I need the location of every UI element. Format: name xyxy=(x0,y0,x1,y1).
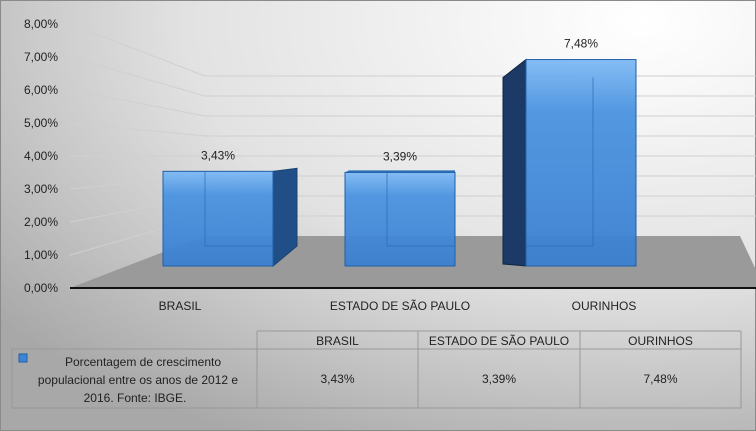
x-axis: BRASIL ESTADO DE SÃO PAULO OURINHOS xyxy=(159,299,637,313)
y-tick-label: 4,00% xyxy=(24,149,58,163)
table-value: 3,39% xyxy=(482,372,516,386)
table-header: OURINHOS xyxy=(628,334,693,348)
data-label: 7,48% xyxy=(564,37,598,51)
data-label: 3,43% xyxy=(201,148,235,162)
bar-front xyxy=(162,170,274,267)
y-tick-label: 0,00% xyxy=(24,281,58,295)
y-tick-label: 6,00% xyxy=(24,83,58,97)
data-table: BRASIL ESTADO DE SÃO PAULO OURINHOS 3,43% 3,… xyxy=(11,330,742,409)
y-tick-label: 3,00% xyxy=(24,182,58,196)
bar-front xyxy=(525,59,637,267)
y-tick-label: 1,00% xyxy=(24,248,58,262)
data-label: 3,39% xyxy=(383,149,417,163)
legend-label: 2016. Fonte: IBGE. xyxy=(84,391,187,405)
bar-edge xyxy=(204,171,273,247)
legend-swatch-icon xyxy=(18,353,28,363)
y-tick-label: 8,00% xyxy=(24,17,58,31)
category-label: BRASIL xyxy=(159,299,202,313)
bar-edge xyxy=(386,172,455,247)
category-label: OURINHOS xyxy=(572,299,637,313)
legend-label: Porcentagem de crescimento xyxy=(65,355,221,369)
table-value: 7,48% xyxy=(643,372,677,386)
y-tick-label: 5,00% xyxy=(24,116,58,130)
legend-label: populacional entre os anos de 2012 e xyxy=(38,373,238,387)
y-tick-label: 7,00% xyxy=(24,50,58,64)
table-header: BRASIL xyxy=(316,334,359,348)
bars: 3,43% 3,39% 7,48% xyxy=(162,37,637,268)
category-label: ESTADO DE SÃO PAULO xyxy=(330,299,470,313)
bar: 3,39% xyxy=(344,149,456,267)
bar-edge xyxy=(525,77,593,247)
bar-front xyxy=(344,171,456,267)
table-header: ESTADO DE SÃO PAULO xyxy=(429,334,569,348)
table-value: 3,43% xyxy=(320,372,354,386)
bar: 7,48% xyxy=(502,37,637,267)
bar-side xyxy=(502,58,527,267)
y-axis: 0,00% 1,00% 2,00% 3,00% 4,00% 5,00% 6,00% 7,00%… xyxy=(24,17,58,295)
table-border xyxy=(11,348,742,409)
y-tick-label: 2,00% xyxy=(24,215,58,229)
bar: 3,43% xyxy=(162,148,298,268)
